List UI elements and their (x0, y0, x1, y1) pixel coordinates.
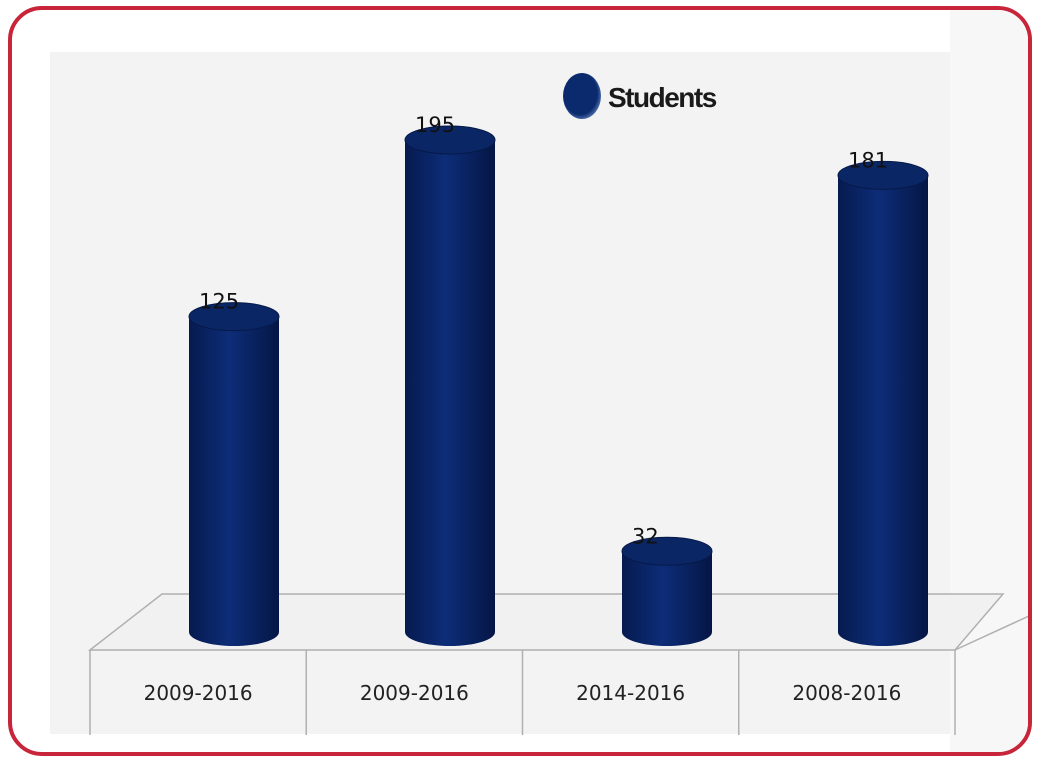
legend: Students (563, 73, 718, 119)
bar-top (404, 125, 496, 155)
bar-4 (837, 160, 929, 647)
bar-chart: 2009-2016 2009-2016 2014-2016 2008-2016 125… (50, 10, 1028, 752)
data-label: 195 (415, 113, 455, 137)
x-tick-label: 2008-2016 (792, 681, 901, 705)
x-axis-labels: 2009-2016 2009-2016 2014-2016 2008-2016 (144, 681, 902, 705)
x-tick-label: 2014-2016 (576, 681, 685, 705)
bar-body (622, 551, 712, 646)
data-label: 32 (632, 524, 659, 548)
floor-right-diagonal (954, 615, 1028, 651)
bar-body (189, 316, 279, 646)
bar-3 (621, 536, 713, 646)
bar-1 (188, 302, 280, 646)
data-label: 181 (848, 148, 888, 172)
chart-frame: 2009-2016 2009-2016 2014-2016 2008-2016 125… (8, 6, 1032, 756)
x-tick-label: 2009-2016 (144, 681, 253, 705)
bar-body (838, 175, 928, 647)
chart-floor (87, 593, 1028, 735)
bar-top (188, 302, 280, 332)
data-label: 125 (199, 290, 239, 314)
data-labels: 125 195 32 181 (199, 113, 888, 548)
bar-2 (404, 125, 496, 646)
bar-body (405, 140, 495, 646)
floor-surface (87, 593, 1005, 651)
bar-top (837, 160, 929, 190)
bar-top (621, 536, 713, 566)
legend-marker (563, 73, 601, 119)
bars-group (188, 125, 929, 647)
x-tick-label: 2009-2016 (360, 681, 469, 705)
legend-label-students: Students (608, 82, 717, 113)
